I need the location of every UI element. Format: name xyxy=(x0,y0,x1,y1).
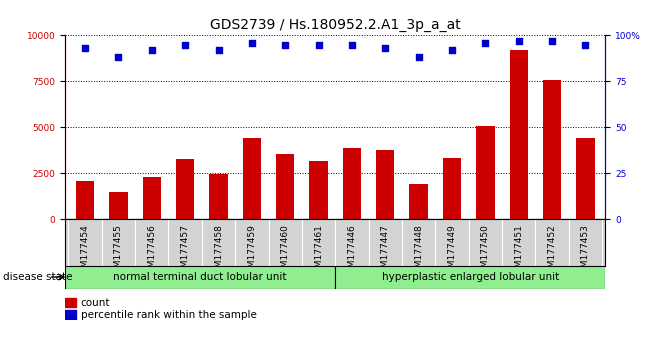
Text: GSM177461: GSM177461 xyxy=(314,224,323,279)
Text: GSM177456: GSM177456 xyxy=(147,224,156,279)
Point xyxy=(514,38,524,44)
Bar xyxy=(243,138,261,219)
Bar xyxy=(510,50,528,219)
Bar xyxy=(443,158,461,219)
Point xyxy=(380,45,391,51)
Text: GSM177450: GSM177450 xyxy=(481,224,490,279)
Text: hyperplastic enlarged lobular unit: hyperplastic enlarged lobular unit xyxy=(381,272,559,282)
Bar xyxy=(109,192,128,219)
Bar xyxy=(65,298,76,307)
Point xyxy=(547,38,557,44)
Text: GSM177449: GSM177449 xyxy=(447,224,456,279)
Bar xyxy=(65,310,76,319)
Bar xyxy=(65,266,335,289)
Text: GSM177452: GSM177452 xyxy=(547,224,557,279)
Bar xyxy=(543,80,561,219)
Text: GSM177448: GSM177448 xyxy=(414,224,423,279)
Text: GSM177454: GSM177454 xyxy=(81,224,90,279)
Bar xyxy=(276,154,294,219)
Point xyxy=(146,47,157,53)
Bar xyxy=(376,150,395,219)
Point xyxy=(247,40,257,46)
Title: GDS2739 / Hs.180952.2.A1_3p_a_at: GDS2739 / Hs.180952.2.A1_3p_a_at xyxy=(210,18,461,32)
Point xyxy=(180,42,190,47)
Text: GSM177458: GSM177458 xyxy=(214,224,223,279)
Point xyxy=(347,42,357,47)
Text: GSM177455: GSM177455 xyxy=(114,224,123,279)
Bar xyxy=(210,175,228,219)
Bar xyxy=(309,161,327,219)
Bar xyxy=(409,184,428,219)
Text: GSM177453: GSM177453 xyxy=(581,224,590,279)
Point xyxy=(580,42,590,47)
Point xyxy=(280,42,290,47)
Text: GSM177459: GSM177459 xyxy=(247,224,256,279)
Bar xyxy=(335,266,605,289)
Text: GSM177451: GSM177451 xyxy=(514,224,523,279)
Text: GSM177446: GSM177446 xyxy=(348,224,357,279)
Text: GSM177460: GSM177460 xyxy=(281,224,290,279)
Point xyxy=(480,40,491,46)
Bar xyxy=(476,126,495,219)
Point xyxy=(313,42,324,47)
Text: count: count xyxy=(81,297,110,308)
Text: GSM177457: GSM177457 xyxy=(181,224,189,279)
Text: GSM177447: GSM177447 xyxy=(381,224,390,279)
Text: normal terminal duct lobular unit: normal terminal duct lobular unit xyxy=(113,272,287,282)
Bar xyxy=(176,159,195,219)
Bar xyxy=(576,138,594,219)
Bar xyxy=(343,148,361,219)
Point xyxy=(447,47,457,53)
Point xyxy=(214,47,224,53)
Text: percentile rank within the sample: percentile rank within the sample xyxy=(81,310,256,320)
Point xyxy=(80,45,90,51)
Bar xyxy=(143,177,161,219)
Bar xyxy=(76,181,94,219)
Point xyxy=(413,55,424,60)
Text: disease state: disease state xyxy=(3,272,73,282)
Point xyxy=(113,55,124,60)
